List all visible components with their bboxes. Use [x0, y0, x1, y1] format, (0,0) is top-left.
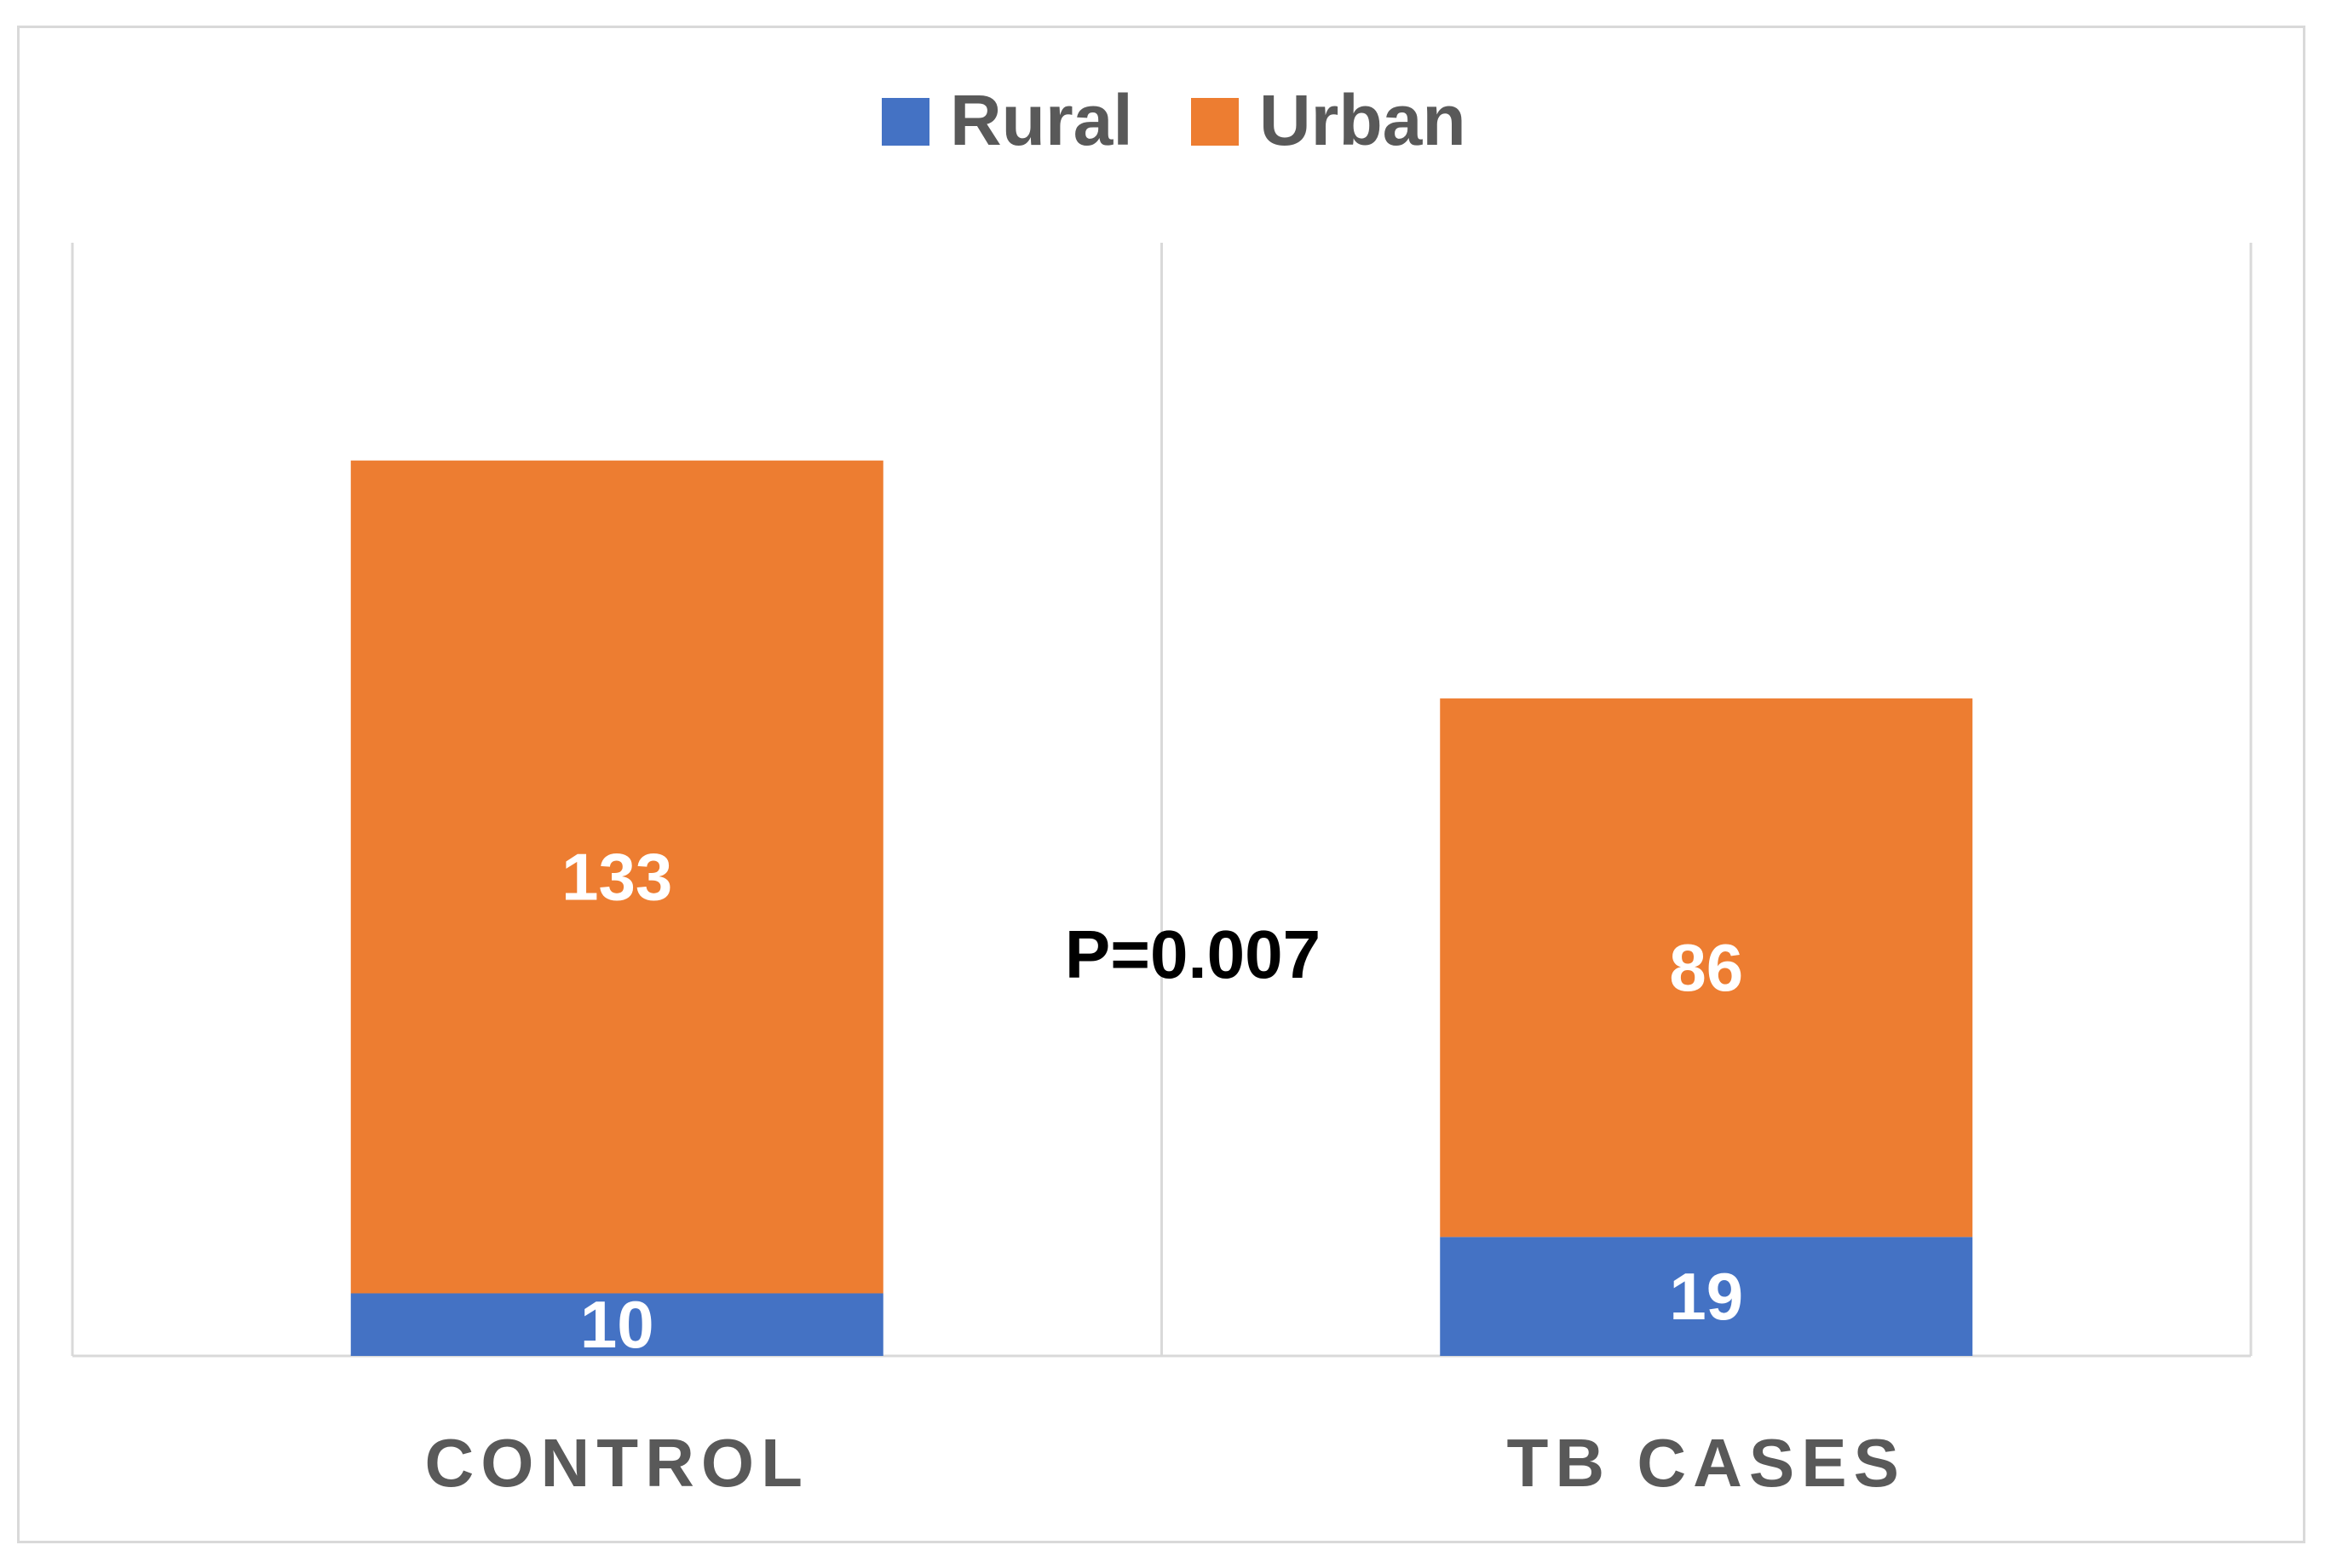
p-value-annotation: P=0.007	[1065, 916, 1321, 992]
data-label: 86	[1669, 930, 1743, 1005]
legend-label-urban: Urban	[1259, 80, 1466, 160]
category-labels: CONTROL TB CASES	[424, 1425, 1907, 1501]
data-label: 133	[561, 840, 672, 915]
category-label: TB CASES	[1507, 1425, 1907, 1501]
legend-swatch-rural	[882, 98, 929, 146]
data-label: 10	[580, 1287, 654, 1362]
category-label: CONTROL	[424, 1425, 809, 1501]
legend: Rural Urban	[882, 80, 1466, 160]
legend-swatch-urban	[1191, 98, 1239, 146]
bar-urban-tb-cases	[1440, 698, 1973, 1238]
bars	[350, 460, 1973, 1356]
data-labels: 10 133 19 86	[561, 840, 1743, 1363]
bar-urban-control	[350, 460, 883, 1294]
bar-rural-tb-cases	[1440, 1237, 1973, 1356]
legend-label-rural: Rural	[950, 80, 1133, 160]
data-label: 19	[1669, 1259, 1743, 1334]
bar-rural-control	[350, 1293, 883, 1356]
